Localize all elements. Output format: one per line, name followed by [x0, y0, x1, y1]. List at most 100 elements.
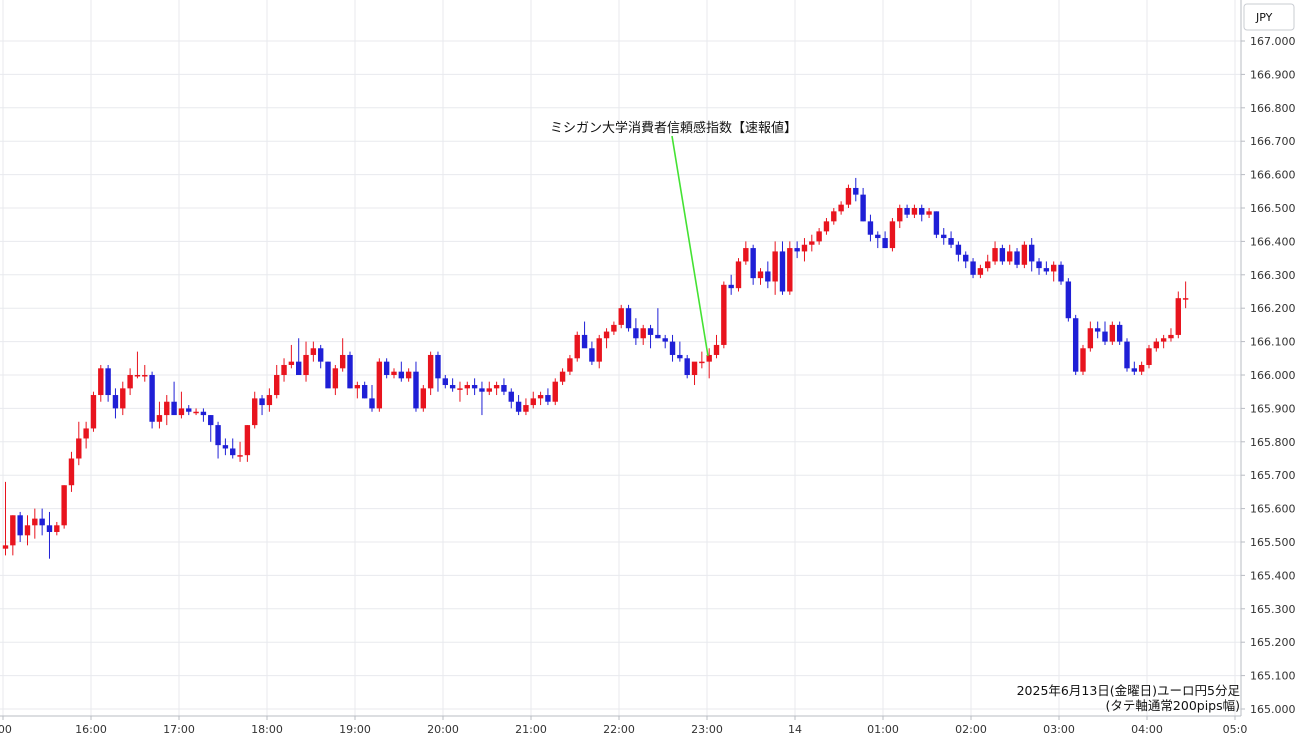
price-tick-label: 165.200	[1250, 636, 1296, 649]
candle-body-up	[596, 338, 602, 362]
time-tick-label: 19:00	[339, 723, 371, 736]
candle	[999, 244, 1006, 265]
candle-body-up	[1182, 298, 1189, 300]
candle	[208, 415, 214, 442]
candle	[809, 234, 815, 252]
candle	[897, 204, 903, 229]
candle	[457, 381, 463, 402]
candle-body-up	[1146, 348, 1152, 365]
candle	[479, 381, 485, 416]
candle-body-down	[1036, 261, 1042, 269]
candle-body-down	[662, 338, 668, 342]
candle	[1080, 344, 1086, 375]
candle-body-down	[112, 395, 119, 409]
candle-body-up	[310, 348, 317, 355]
candle-body-down	[515, 401, 522, 412]
candle-body-down	[955, 244, 962, 255]
candle	[625, 304, 632, 332]
candle-body-down	[919, 208, 925, 215]
candle-body-down	[948, 238, 954, 245]
candle	[252, 391, 258, 429]
candle	[772, 241, 778, 295]
candle-body-up	[54, 525, 60, 532]
candle-body-up	[772, 251, 778, 282]
candle	[1146, 344, 1152, 369]
candle-body-up	[713, 344, 720, 355]
candle	[911, 204, 918, 219]
candle-body-up	[164, 401, 170, 416]
candle	[955, 241, 962, 262]
candle	[977, 264, 984, 279]
candle	[10, 515, 16, 556]
candle	[1007, 244, 1013, 265]
candle-body-up	[611, 324, 617, 332]
candle-body-up	[809, 241, 815, 245]
candle-body-up	[24, 525, 31, 536]
candle	[1043, 261, 1050, 275]
candle	[90, 391, 97, 432]
candle-body-down	[259, 398, 265, 406]
candle-body-down	[325, 361, 331, 389]
candle-body-up	[618, 308, 624, 325]
candle-body-up	[120, 388, 126, 409]
candle	[611, 321, 617, 335]
candle	[985, 254, 991, 272]
candle	[530, 391, 536, 409]
candle	[46, 511, 53, 559]
candle-body-up	[252, 398, 258, 426]
candle	[317, 344, 324, 369]
candle-body-up	[1007, 251, 1013, 262]
candle-body-down	[46, 525, 53, 532]
candle	[1175, 291, 1181, 339]
candle-body-down	[860, 194, 866, 222]
candle	[933, 211, 940, 239]
candle	[816, 228, 822, 245]
candle-body-up	[823, 221, 830, 232]
candle	[552, 378, 558, 406]
candle-body-down	[867, 221, 874, 235]
candle-body-up	[332, 368, 339, 389]
candle	[655, 308, 661, 339]
candle	[970, 258, 976, 279]
candle-body-up	[281, 364, 287, 375]
candle	[1109, 321, 1116, 345]
candle	[963, 251, 969, 269]
candle	[332, 364, 339, 396]
candle	[948, 231, 954, 249]
candle-body-up	[266, 395, 273, 406]
candle-body-up	[889, 221, 896, 249]
candle-body-up	[743, 248, 749, 262]
candle-body-up	[537, 395, 544, 399]
candle-body-up	[845, 187, 852, 205]
chart-caption-line1: 2025年6月13日(金曜日)ユーロ円5分足	[1017, 683, 1241, 698]
candle-body-up	[1138, 364, 1145, 372]
candle	[801, 238, 808, 262]
candle	[508, 388, 514, 409]
candle	[523, 398, 529, 416]
time-tick-label: 21:00	[515, 723, 547, 736]
candle-body-down	[200, 411, 207, 416]
candle-body-up	[274, 375, 280, 396]
candle-body-down	[970, 261, 976, 275]
candle	[449, 378, 456, 392]
candle	[904, 204, 910, 219]
candle-body-up	[977, 268, 984, 275]
candle	[860, 187, 866, 222]
price-tick-label: 167.000	[1250, 35, 1296, 48]
candle-body-up	[992, 248, 998, 262]
candle	[1153, 338, 1160, 352]
time-tick-label: 01:00	[867, 723, 899, 736]
time-axis: :00 16:00 17:00 18:00 19:00 20:00 21:00 22:00 23…	[0, 716, 1247, 736]
candle	[17, 511, 23, 542]
candle-body-down	[1102, 331, 1108, 342]
candle	[941, 228, 947, 245]
candle-body-down	[1014, 251, 1020, 265]
candle-body-down	[413, 371, 419, 409]
candle	[589, 341, 595, 365]
candle-body-down	[1124, 341, 1130, 369]
currency-label: JPY	[1255, 11, 1273, 24]
candle	[200, 408, 207, 422]
candle	[310, 341, 317, 362]
candle-body-up	[926, 211, 932, 215]
candle-body-down	[398, 371, 405, 379]
